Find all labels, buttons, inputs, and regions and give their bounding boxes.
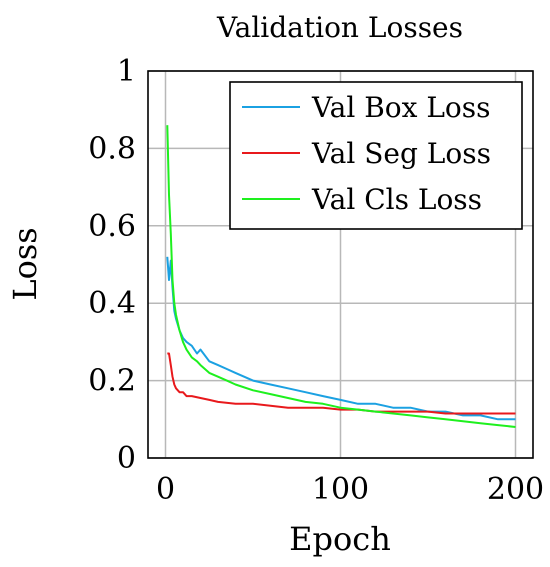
- x-axis-label: Epoch: [289, 520, 391, 558]
- legend-label-val-box-loss: Val Box Loss: [311, 91, 491, 124]
- y-tick-label: 0.8: [88, 131, 136, 166]
- y-tick-label: 0.4: [88, 286, 136, 321]
- x-tick-label: 0: [156, 472, 175, 507]
- y-tick-label: 0.2: [88, 364, 136, 399]
- y-axis-label: Loss: [6, 227, 44, 300]
- series-line-val-cls-loss: [166, 125, 516, 428]
- x-tick-labels: 0 100 200: [156, 472, 544, 507]
- y-tick-labels: 0 0.2 0.4 0.6 0.8 1: [88, 54, 136, 476]
- legend-label-val-seg-loss: Val Seg Loss: [311, 137, 491, 170]
- y-tick-label: 0: [117, 441, 136, 476]
- chart-title: Validation Losses: [216, 11, 463, 44]
- legend: Val Box Loss Val Seg Loss Val Cls Loss: [229, 81, 523, 230]
- y-tick-label: 1: [117, 54, 136, 89]
- x-tick-label: 100: [312, 472, 369, 507]
- legend-label-val-cls-loss: Val Cls Loss: [311, 183, 482, 216]
- y-tick-label: 0.6: [88, 209, 136, 244]
- x-tick-label: 200: [487, 472, 544, 507]
- series-line-val-box-loss: [166, 256, 516, 421]
- plot-series: [166, 125, 516, 428]
- plot-frame: [147, 70, 534, 459]
- series-line-val-seg-loss: [167, 352, 516, 415]
